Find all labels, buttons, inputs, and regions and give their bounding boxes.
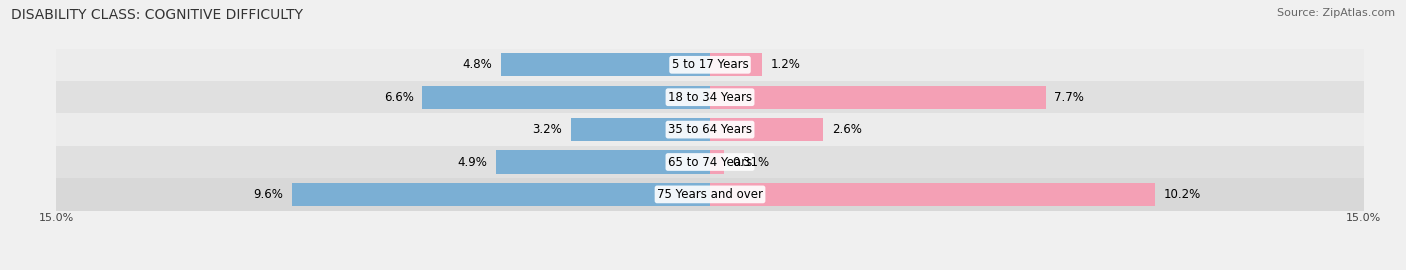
Bar (56, 81, 1364, 113)
Bar (710, 86, 1046, 109)
Text: DISABILITY CLASS: COGNITIVE DIFFICULTY: DISABILITY CLASS: COGNITIVE DIFFICULTY (11, 8, 304, 22)
Bar (56, 146, 1364, 178)
Text: 75 Years and over: 75 Years and over (657, 188, 763, 201)
Bar (710, 183, 1154, 206)
Text: 2.6%: 2.6% (832, 123, 862, 136)
Text: 4.9%: 4.9% (458, 156, 488, 168)
Bar (56, 113, 1364, 146)
Text: 4.8%: 4.8% (463, 58, 492, 71)
Text: 65 to 74 Years: 65 to 74 Years (668, 156, 752, 168)
Text: 9.6%: 9.6% (253, 188, 283, 201)
Text: 35 to 64 Years: 35 to 64 Years (668, 123, 752, 136)
Text: 5 to 17 Years: 5 to 17 Years (672, 58, 748, 71)
Bar (501, 53, 710, 76)
Bar (710, 53, 762, 76)
Bar (291, 183, 710, 206)
Text: Source: ZipAtlas.com: Source: ZipAtlas.com (1277, 8, 1395, 18)
Bar (571, 118, 710, 141)
Bar (422, 86, 710, 109)
Text: 6.6%: 6.6% (384, 91, 413, 104)
Text: 3.2%: 3.2% (531, 123, 562, 136)
Bar (56, 49, 1364, 81)
Bar (496, 150, 710, 174)
Text: 10.2%: 10.2% (1163, 188, 1201, 201)
Text: 0.31%: 0.31% (733, 156, 769, 168)
Text: 7.7%: 7.7% (1054, 91, 1084, 104)
Bar (710, 118, 824, 141)
Text: 18 to 34 Years: 18 to 34 Years (668, 91, 752, 104)
Bar (56, 178, 1364, 211)
Text: 1.2%: 1.2% (770, 58, 801, 71)
Bar (710, 150, 724, 174)
